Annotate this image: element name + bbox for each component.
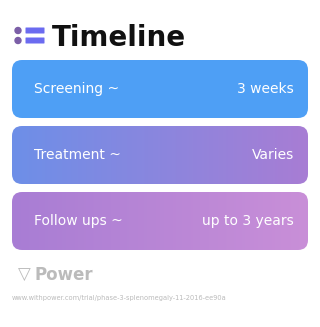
Circle shape [15,38,21,43]
Text: www.withpower.com/trial/phase-3-splenomegaly-11-2016-ee90a: www.withpower.com/trial/phase-3-splenome… [12,295,227,301]
Text: up to 3 years: up to 3 years [202,214,294,228]
Text: Timeline: Timeline [52,24,186,52]
Text: Treatment ~: Treatment ~ [34,148,121,162]
Circle shape [15,27,21,33]
FancyBboxPatch shape [26,27,44,33]
Text: ▽: ▽ [18,266,31,284]
FancyBboxPatch shape [12,60,308,118]
Text: 3 weeks: 3 weeks [237,82,294,96]
Text: Power: Power [34,266,92,284]
Text: Screening ~: Screening ~ [34,82,119,96]
FancyBboxPatch shape [26,38,44,43]
Text: Varies: Varies [252,148,294,162]
Text: Follow ups ~: Follow ups ~ [34,214,123,228]
